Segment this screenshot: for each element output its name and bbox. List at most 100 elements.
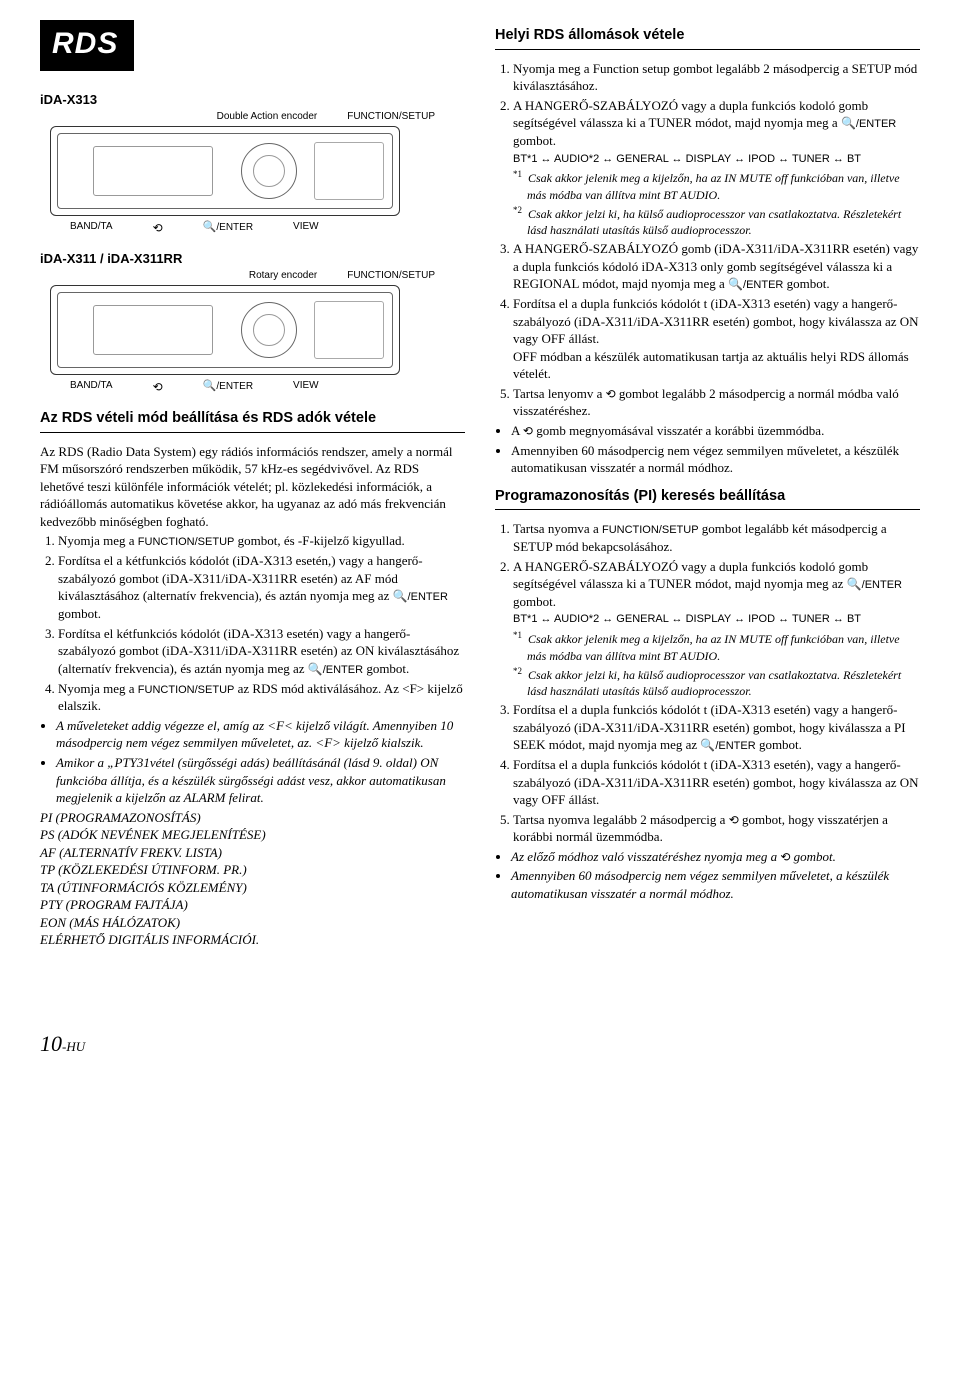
def-ta: TA (ÚTINFORMÁCIÓS KÖZLEMÉNY) [40, 879, 465, 897]
return-icon-2: ⟲ [153, 379, 163, 395]
magnifier-icon: 🔍 [700, 738, 715, 752]
footnote-1b: *1 Csak akkor jelenik meg a kijelzőn, ha… [513, 629, 920, 663]
footnote-1: *1 Csak akkor jelenik meg a kijelzőn, ha… [513, 168, 920, 202]
callout-rotary-encoder: Rotary encoder [249, 269, 317, 283]
sec2-step-3: A HANGERŐ-SZABÁLYOZÓ gomb (iDA-X311/iDA-… [513, 240, 920, 293]
magnifier-icon: 🔍 [728, 277, 743, 291]
sec1-step-3: Fordítsa el kétfunkciós kódolót (iDA-X31… [58, 625, 465, 678]
sec1-step-4: Nyomja meg a FUNCTION/SETUP az RDS mód a… [58, 680, 465, 715]
t: gombot. [58, 606, 101, 621]
callout-view: VIEW [293, 220, 319, 236]
sec1-bullet-2: Amikor a „PTY31vétel (sürgősségi adás) b… [56, 754, 465, 807]
t: Nyomja meg a [58, 533, 138, 548]
rds-badge: RDS [40, 20, 134, 71]
t: A HANGERŐ-SZABÁLYOZÓ gomb (iDA-X311/iDA-… [513, 241, 918, 291]
t: gombot. [513, 594, 556, 609]
t: gombot. [790, 849, 836, 864]
function-setup-label: FUNCTION/SETUP [138, 684, 235, 696]
page-number: 10-HU [40, 1029, 465, 1059]
model-1-label: iDA-X313 [40, 91, 465, 109]
sec3-step-5: Tartsa nyomva legalább 2 másodpercig a ⟲… [513, 811, 920, 846]
return-icon: ⟲ [606, 387, 616, 401]
function-setup-label: FUNCTION/SETUP [138, 536, 235, 548]
t: gombot. [783, 276, 829, 291]
magnifier-icon: 🔍 [203, 221, 217, 233]
t: Tartsa lenyomv a [513, 386, 606, 401]
callout-band-ta-2: BAND/TA [70, 379, 113, 395]
model-2-label: iDA-X311 / iDA-X311RR [40, 250, 465, 268]
section-2-heading: Helyi RDS állomások vétele [495, 26, 920, 50]
sec3-bullet-1: Az előző módhoz való visszatéréshez nyom… [511, 848, 920, 866]
section-1-bullets: A műveleteket addig végezze el, amíg az … [40, 717, 465, 807]
section-3-steps: Tartsa nyomva a FUNCTION/SETUP gombot le… [495, 520, 920, 846]
t: gombot, és -F-kijelző kigyullad. [234, 533, 404, 548]
sec1-step-2: Fordítsa el a kétfunkciós kódolót (iDA-X… [58, 552, 465, 622]
def-pi: PI (PROGRAMAZONOSÍTÁS) [40, 809, 465, 827]
sec2-bullet-2: Amennyiben 60 másodpercig nem végez semm… [511, 442, 920, 477]
sec2-step-4: Fordítsa el a dupla funkciós kódolót t (… [513, 295, 920, 383]
return-icon: ⟲ [729, 813, 739, 827]
t: A HANGERŐ-SZABÁLYOZÓ vagy a dupla funkci… [513, 98, 868, 131]
section-1-heading: Az RDS vételi mód beállítása és RDS adók… [40, 409, 465, 433]
callouts-bottom-1: BAND/TA ⟲ 🔍/ENTER VIEW [40, 220, 465, 236]
enter-label: /ENTER [862, 579, 902, 591]
t: Tartsa nyomva legalább 2 másodpercig a [513, 812, 729, 827]
return-icon: ⟲ [153, 220, 163, 236]
radio-diagram-2 [50, 285, 400, 375]
section-3-bullets: Az előző módhoz való visszatéréshez nyom… [495, 848, 920, 903]
mode-sequence: BT*1 ↔ AUDIO*2 ↔ GENERAL ↔ DISPLAY ↔ IPO… [513, 152, 920, 167]
section-1-steps: Nyomja meg a FUNCTION/SETUP gombot, és -… [40, 532, 465, 715]
t: A [511, 423, 523, 438]
t: Tartsa nyomva a [513, 521, 602, 536]
callout-enter: 🔍/ENTER [203, 220, 253, 236]
t: Csak akkor jelzi ki, ha külső audioproce… [527, 668, 901, 698]
t: A HANGERŐ-SZABÁLYOZÓ vagy a dupla funkci… [513, 559, 868, 592]
t: Nyomja meg a [58, 681, 138, 696]
t: gombot. [513, 133, 556, 148]
t: Az előző módhoz való visszatéréshez nyom… [511, 849, 780, 864]
magnifier-icon: 🔍 [847, 577, 862, 591]
mode-sequence-2: BT*1 ↔ AUDIO*2 ↔ GENERAL ↔ DISPLAY ↔ IPO… [513, 612, 920, 627]
callout-function-setup-2: FUNCTION/SETUP [347, 269, 435, 283]
enter-label: /ENTER [323, 664, 363, 676]
footnote-2: *2 Csak akkor jelzi ki, ha külső audiopr… [513, 204, 920, 238]
return-icon: ⟲ [523, 424, 533, 438]
definitions-list: PI (PROGRAMAZONOSÍTÁS) PS (ADÓK NEVÉNEK … [40, 809, 465, 949]
enter-label: /ENTER [715, 740, 755, 752]
t: Csak akkor jelenik meg a kijelzőn, ha az… [527, 171, 900, 201]
callout-function-setup: FUNCTION/SETUP [347, 110, 435, 124]
sec3-step-2: A HANGERŐ-SZABÁLYOZÓ vagy a dupla funkci… [513, 558, 920, 700]
callout-band-ta: BAND/TA [70, 220, 113, 236]
section-1-intro: Az RDS (Radio Data System) egy rádiós in… [40, 443, 465, 531]
sec2-step-5: Tartsa lenyomv a ⟲ gombot legalább 2 más… [513, 385, 920, 420]
callout-view-2: VIEW [293, 379, 319, 395]
sec2-bullet-1: A ⟲ gomb megnyomásával visszatér a koráb… [511, 422, 920, 440]
t: OFF módban a készülék automatikusan tart… [513, 349, 909, 382]
enter-label: /ENTER [408, 591, 448, 603]
sec3-step-3: Fordítsa el a dupla funkciós kódolót t (… [513, 701, 920, 754]
magnifier-icon-2: 🔍 [203, 380, 217, 392]
section-2-steps: Nyomja meg a Function setup gombot legal… [495, 60, 920, 420]
def-tp: TP (KÖZLEKEDÉSI ÚTINFORM. PR.) [40, 861, 465, 879]
def-eon: EON (MÁS HÁLÓZATOK) [40, 914, 465, 932]
sec2-step-1: Nyomja meg a Function setup gombot legal… [513, 60, 920, 95]
section-2-bullets: A ⟲ gomb megnyomásával visszatér a koráb… [495, 422, 920, 477]
sec1-step-1: Nyomja meg a FUNCTION/SETUP gombot, és -… [58, 532, 465, 550]
callouts-bottom-2: BAND/TA ⟲ 🔍/ENTER VIEW [40, 379, 465, 395]
t: gomb megnyomásával visszatér a korábbi ü… [533, 423, 824, 438]
footnote-2b: *2 Csak akkor jelzi ki, ha külső audiopr… [513, 665, 920, 699]
sec2-step-2: A HANGERŐ-SZABÁLYOZÓ vagy a dupla funkci… [513, 97, 920, 239]
t: gombot. [363, 661, 409, 676]
magnifier-icon: 🔍 [308, 662, 323, 676]
magnifier-icon: 🔍 [393, 589, 408, 603]
radio-diagram-1 [50, 126, 400, 216]
def-ps: PS (ADÓK NEVÉNEK MEGJELENÍTÉSE) [40, 826, 465, 844]
t: Fordítsa el a kétfunkciós kódolót (iDA-X… [58, 553, 423, 603]
sec3-step-4: Fordítsa el a dupla funkciós kódolót t (… [513, 756, 920, 809]
page-number-suffix: -HU [62, 1039, 85, 1054]
t: gombot. [756, 737, 802, 752]
callout-encoder: Double Action encoder [217, 110, 318, 124]
def-af: AF (ALTERNATÍV FREKV. LISTA) [40, 844, 465, 862]
enter-label: /ENTER [743, 279, 783, 291]
magnifier-icon: 🔍 [841, 116, 856, 130]
